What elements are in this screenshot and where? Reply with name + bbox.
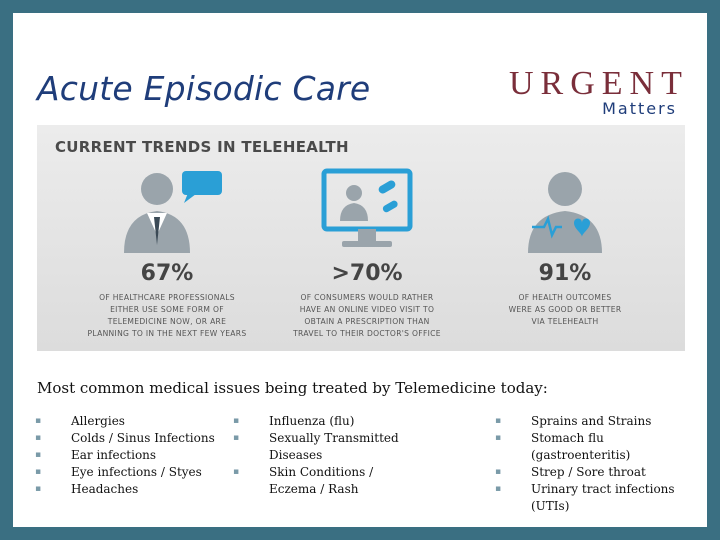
bullet-icon: ▪ [35,467,42,477]
bullet-icon: ▪ [495,467,502,477]
stat-consumers: >70% OF CONSUMERS WOULD RATHER HAVE AN O… [267,165,467,340]
bullet-icon: ▪ [495,433,502,443]
bullet-icon: ▪ [495,416,502,426]
stat-description: OF CONSUMERS WOULD RATHER HAVE AN ONLINE… [293,293,441,338]
logo-main-text: URGENT [509,65,689,102]
stat-value: 67% [140,261,194,286]
stat-value: 91% [538,261,592,286]
bullet-icon: ▪ [495,484,502,494]
list-item: ▪ Ear infections [35,448,157,462]
issues-list-3: ▪ Sprains and Strains ▪ Stomach flu (gastr… [495,413,685,515]
list-item: ▪ Urinary tract infections (UTIs) [495,482,675,513]
stat-value: >70% [331,261,403,286]
stat-description: OF HEALTH OUTCOMES WERE AS GOOD OR BETTE… [508,293,622,326]
issues-heading: Most common medical issues being treated… [37,379,548,397]
list-item: ▪ Sprains and Strains [495,414,652,428]
issues-list-2: ▪ Influenza (flu) ▪ Sexually Transmitted D… [233,413,423,498]
bullet-icon: ▪ [233,467,240,477]
bullet-icon: ▪ [35,484,42,494]
list-item: ▪ Influenza (flu) [233,414,355,428]
list-item: ▪ Allergies [35,414,125,428]
slide-title: Acute Episodic Care [37,69,371,108]
list-item: ▪ Sexually Transmitted Diseases [233,431,399,462]
list-item: ▪ Strep / Sore throat [495,465,646,479]
bullet-icon: ▪ [35,450,42,460]
issues-list-1: ▪ Allergies ▪ Colds / Sinus Infections ▪ Ea… [35,413,215,498]
patient-heart-icon [528,172,602,253]
urgent-matters-logo: URGENT Matters [509,65,689,121]
telehealth-infographic: CURRENT TRENDS IN TELEHEALTH 67% OF HEAL… [37,125,685,351]
bullet-icon: ▪ [233,433,240,443]
bullet-icon: ▪ [35,433,42,443]
list-item: ▪ Skin Conditions / Eczema / Rash [233,465,374,496]
bullet-icon: ▪ [35,416,42,426]
bullet-icon: ▪ [233,416,240,426]
list-item: ▪ Eye infections / Styes [35,465,202,479]
list-item: ▪ Stomach flu (gastroenteritis) [495,431,631,462]
stat-health-outcomes: 91% OF HEALTH OUTCOMES WERE AS GOOD OR B… [465,165,665,328]
logo-sub-text: Matters [602,99,677,118]
stat-description: OF HEALTHCARE PROFESSIONALS EITHER USE S… [87,293,247,338]
infographic-heading: CURRENT TRENDS IN TELEHEALTH [55,138,349,156]
doctor-chat-icon [124,171,222,253]
list-item: ▪ Headaches [35,482,139,496]
computer-video-icon [321,168,413,247]
list-item: ▪ Colds / Sinus Infections [35,431,215,445]
stat-healthcare-professionals: 67% OF HEALTHCARE PROFESSIONALS EITHER U… [67,165,267,340]
